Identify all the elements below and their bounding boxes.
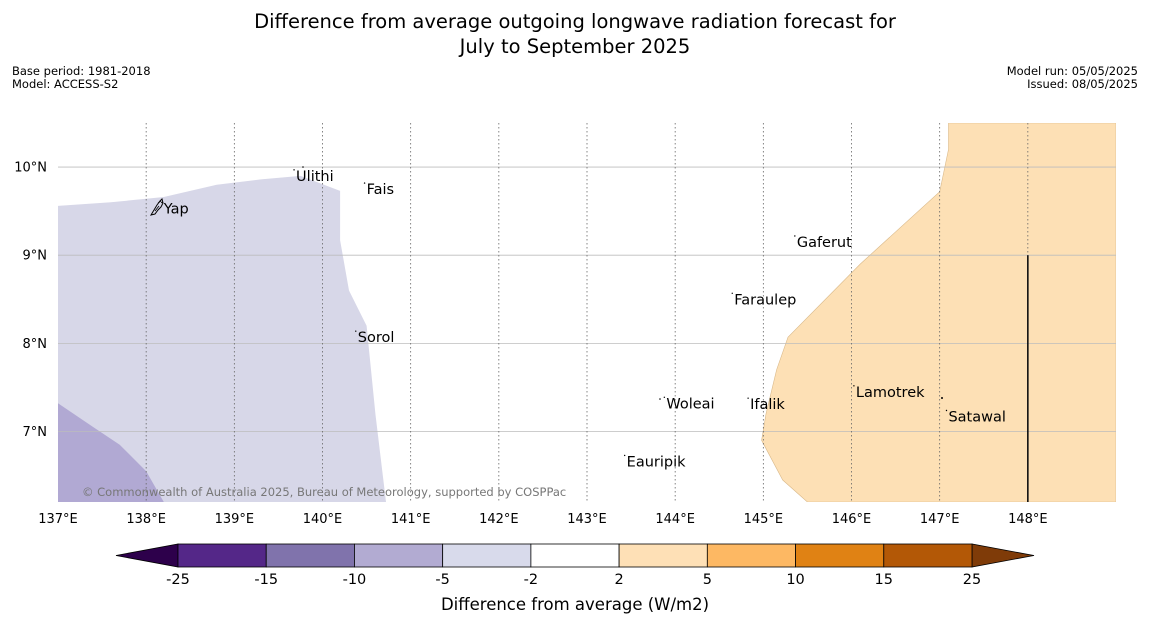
title-line-1: Difference from average outgoing longwav… xyxy=(254,10,896,33)
colorbar-tick-label: 10 xyxy=(786,572,804,588)
satawal-dot xyxy=(941,397,943,399)
lon-tick-label: 148°E xyxy=(1008,512,1048,527)
latitude-labels: 10°N 9°N 8°N 7°N xyxy=(14,161,47,440)
lon-tick-label: 144°E xyxy=(655,512,695,527)
lon-tick-label: 141°E xyxy=(391,512,431,527)
place-label: Lamotrek xyxy=(856,385,925,401)
ulithi-dot xyxy=(302,166,304,168)
place-label: Sorol xyxy=(358,330,395,346)
yap-island-detail xyxy=(154,200,162,212)
place-marker xyxy=(293,169,295,171)
place-label: Satawal xyxy=(948,410,1005,426)
colorbar-swatch xyxy=(177,543,267,568)
place-marker xyxy=(945,409,948,412)
colorbar-tick-label: -5 xyxy=(435,572,449,588)
region-2 xyxy=(761,123,1116,502)
place-label: Ifalik xyxy=(750,397,785,413)
place-label: Eauripik xyxy=(627,454,686,470)
colorbar-tick-label: 15 xyxy=(875,572,893,588)
issued-date: Issued: 08/05/2025 xyxy=(1027,77,1138,91)
region-0 xyxy=(58,175,386,502)
place-label: Faraulep xyxy=(734,292,796,308)
place-labels: Yap Ulithi Fais Sorol Gaferut Faraulep Woleai I… xyxy=(161,169,1006,470)
lon-tick-label: 146°E xyxy=(832,512,872,527)
place-marker xyxy=(747,397,749,399)
colorbar-swatch xyxy=(265,543,355,568)
longitude-gridlines xyxy=(145,123,1029,502)
lon-tick-label: 142°E xyxy=(479,512,519,527)
colorbar-tick-label: 2 xyxy=(614,572,623,588)
yap-island-outline xyxy=(149,198,164,216)
place-label: Woleai xyxy=(666,396,714,412)
colorbar-tick-label: -2 xyxy=(524,572,538,588)
colorbar-extend-low xyxy=(115,543,179,568)
place-label: Gaferut xyxy=(797,235,852,251)
lon-tick-label: 143°E xyxy=(567,512,607,527)
island-shapes xyxy=(149,166,943,400)
colorbar-swatch xyxy=(883,543,973,568)
place-marker xyxy=(663,396,666,398)
lon-tick-label: 139°E xyxy=(215,512,255,527)
place-marker xyxy=(623,454,626,457)
lon-tick-label: 147°E xyxy=(920,512,960,527)
colorbar-swatch xyxy=(618,543,708,568)
place-marker xyxy=(363,182,366,184)
colorbar-tick-label: -10 xyxy=(343,572,367,588)
lon-tick-label: 145°E xyxy=(744,512,784,527)
lon-tick-label: 138°E xyxy=(126,512,166,527)
copyright-text: © Commonwealth of Australia 2025, Bureau… xyxy=(82,485,566,499)
colorbar-swatch xyxy=(354,543,444,568)
colorbar-swatch xyxy=(795,543,885,568)
place-label: Ulithi xyxy=(296,169,334,185)
model-name: Model: ACCESS-S2 xyxy=(12,77,119,91)
place-marker xyxy=(161,201,163,204)
lat-tick-label: 7°N xyxy=(23,425,48,440)
colorbar-swatch xyxy=(706,543,796,568)
meta-left: Base period: 1981-2018 Model: ACCESS-S2 xyxy=(12,65,151,91)
lon-tick-label: 140°E xyxy=(303,512,343,527)
chart-title: Difference from average outgoing longwav… xyxy=(0,9,1150,59)
colorbar-tick-label: 25 xyxy=(963,572,981,588)
colorbar-label: Difference from average (W/m2) xyxy=(441,595,709,614)
lon-tick-label: 137°E xyxy=(38,512,78,527)
place-marker xyxy=(794,235,796,237)
colorbar-tick-label: -25 xyxy=(166,572,190,588)
place-marker xyxy=(731,292,733,294)
colorbar-extend-high xyxy=(971,543,1035,568)
base-period: Base period: 1981-2018 xyxy=(12,64,151,78)
title-line-2: July to September 2025 xyxy=(459,35,691,58)
woleai-dot xyxy=(659,398,661,400)
colorbar: -25 -15 -10 -5 -2 2 5 10 15 25 xyxy=(115,543,1035,588)
anomaly-regions xyxy=(58,123,1116,502)
lat-tick-label: 9°N xyxy=(23,249,48,264)
lat-tick-label: 10°N xyxy=(14,161,47,176)
colorbar-swatch xyxy=(530,543,620,568)
place-label: Fais xyxy=(367,182,394,198)
colorbar-tick-label: -15 xyxy=(254,572,278,588)
place-marker xyxy=(853,385,855,387)
colorbar-swatch xyxy=(442,543,532,568)
lat-tick-label: 8°N xyxy=(23,337,48,352)
longitude-labels: 137°E 138°E 139°E 140°E 141°E 142°E 143°E 144°E… xyxy=(38,512,1047,527)
place-label: Yap xyxy=(163,201,189,217)
meta-right: Model run: 05/05/2025 Issued: 08/05/2025 xyxy=(1007,65,1138,91)
region-1 xyxy=(58,403,164,502)
colorbar-tick-label: 5 xyxy=(703,572,712,588)
model-run: Model run: 05/05/2025 xyxy=(1006,64,1138,78)
place-marker xyxy=(355,330,357,332)
